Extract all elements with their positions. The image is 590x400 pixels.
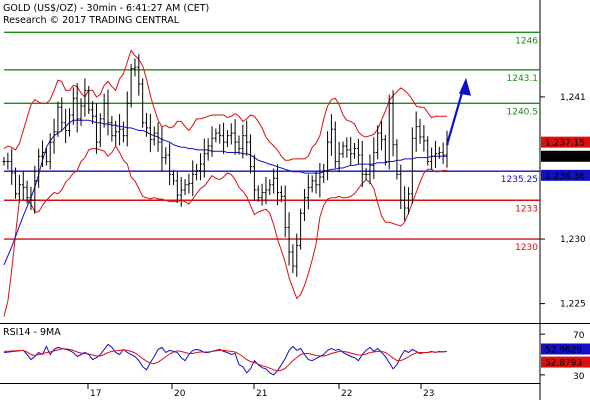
bollinger-lower-line xyxy=(3,145,447,317)
rsi-layer: 70 30 52.9629 52.8793 xyxy=(3,331,590,382)
price-tag-bg xyxy=(541,150,590,162)
bollinger-upper-line xyxy=(3,49,447,161)
x-tick-label: 21 xyxy=(256,389,267,399)
price-tag-bg xyxy=(541,169,590,181)
x-tick-label: 17 xyxy=(90,389,101,399)
price-tag-bg xyxy=(541,136,590,148)
ma9-line xyxy=(3,348,448,372)
chart-source: Research © 2017 TRADING CENTRAL xyxy=(3,15,180,26)
rsi-tag-label: 52.8793 xyxy=(545,359,582,369)
rsi-tag-label: 52.9629 xyxy=(545,345,582,355)
forecast-layer xyxy=(445,77,471,146)
forecast-arrow-head xyxy=(459,77,471,96)
x-tick-label: 23 xyxy=(423,389,434,399)
y-tick-label: 1,225 xyxy=(560,300,586,310)
level-label: 1243.1 xyxy=(507,74,539,84)
forecast-arrow-shaft xyxy=(445,85,466,146)
rsi-tick-label: 70 xyxy=(573,331,585,341)
price-tag-label: 1,237.15 xyxy=(545,139,585,149)
level-label: 1235.25 xyxy=(501,175,538,185)
price-bars-layer xyxy=(2,54,449,277)
x-tick-label: 20 xyxy=(174,389,186,399)
level-label: 1246 xyxy=(515,36,538,46)
level-label: 1233 xyxy=(515,204,538,214)
levels-layer: 1246 1243.1 1240.5 1235.25 1233 1230 xyxy=(4,31,540,253)
rsi-tick-label: 30 xyxy=(573,372,585,382)
level-label: 1230 xyxy=(515,243,538,253)
price-tag-label: 1,236.36 xyxy=(545,172,585,182)
x-tick-label: 22 xyxy=(341,389,352,399)
rsi-title: RSI14 - 9MA xyxy=(3,327,61,338)
axes-layer: 1,225 1,230 1,241 1,237.15 1,237.14 1,236.36 1… xyxy=(87,93,590,399)
price-panel xyxy=(0,0,540,323)
moving-average-line xyxy=(3,119,447,266)
chart-title: GOLD (US$/OZ) - 30min - 6:41:27 AM (CET) xyxy=(3,3,209,14)
indicator-layer xyxy=(3,49,447,317)
rsi14-line xyxy=(3,343,448,376)
rsi-tag-bg xyxy=(541,356,590,368)
price-tag-label: 1,237.14 xyxy=(545,153,585,163)
rsi-tag-bg xyxy=(541,343,590,355)
y-tick-label: 1,241 xyxy=(560,93,586,103)
level-label: 1240.5 xyxy=(507,107,539,117)
y-tick-label: 1,230 xyxy=(560,235,586,245)
